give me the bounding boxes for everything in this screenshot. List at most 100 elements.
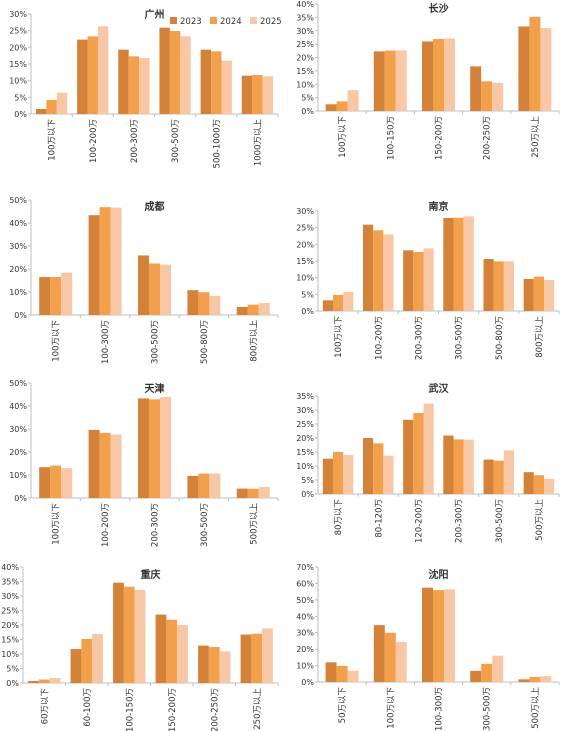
x-tick-label: 200-250万: [483, 116, 493, 160]
x-tick-label: 300-500万: [200, 503, 210, 547]
x-tick-label: 150-200万: [435, 116, 445, 160]
bar-2025: [383, 455, 394, 494]
y-tick-label: 20%: [296, 54, 314, 63]
x-tick-label: 100万以下: [338, 116, 348, 158]
x-tick-label: 100-150万: [125, 688, 135, 731]
bar-2023: [28, 680, 39, 683]
bar-2024: [81, 638, 93, 683]
y-tick-label: 30%: [296, 406, 314, 415]
x-tick-label: 80-120万: [374, 499, 384, 538]
x-tick-label: 100万以下: [52, 503, 62, 545]
y-tick-label: 30%: [296, 27, 314, 36]
y-tick-label: 40%: [9, 402, 27, 411]
bar-2025: [221, 60, 232, 114]
legend: 2023 2024 2025: [170, 17, 282, 27]
y-tick-label: 10%: [1, 650, 19, 659]
bar-2023: [138, 398, 149, 498]
x-tick-label: 300-500万: [495, 499, 505, 543]
x-tick-label: 1000万以上: [253, 119, 263, 167]
bar-2024: [493, 460, 504, 494]
y-tick-label: 5%: [6, 665, 19, 674]
bar-2025: [540, 28, 552, 111]
chart-4: 0% 5% 10% 15% 20% 25% 30% 100万以下 100-200万 200-300…: [296, 200, 560, 360]
bar-2025: [92, 633, 103, 683]
bar-2024: [533, 475, 545, 494]
x-tick-label: 80万以下: [334, 499, 344, 536]
y-tick-label: 35%: [296, 13, 314, 22]
bar-2025: [463, 439, 474, 494]
bar-2024: [198, 473, 210, 498]
legend-swatch-2024: [210, 17, 217, 24]
bar-2025: [423, 403, 434, 494]
bar-2023: [187, 290, 199, 315]
bar-2024: [481, 663, 493, 682]
bar-2024: [208, 647, 220, 683]
bar-2024: [493, 261, 504, 311]
bar-2023: [403, 419, 414, 494]
y-tick-label: 10%: [296, 274, 314, 283]
bar-2024: [336, 101, 348, 111]
bar-2024: [46, 100, 57, 114]
bar-2024: [123, 586, 135, 683]
chart-8: 0% 10% 20% 30% 40% 50% 60% 70% 50万以下 100万以下 100-30…: [296, 563, 560, 731]
bar-2023: [470, 66, 482, 111]
bar-2025: [343, 455, 354, 494]
bar-2023: [70, 649, 82, 683]
x-tick-label: 500-1000万: [212, 119, 222, 168]
y-tick-label: 30%: [9, 10, 27, 19]
y-tick-label: 30%: [9, 242, 27, 251]
y-tick-label: 20%: [9, 448, 27, 457]
bar-2023: [373, 51, 385, 111]
x-tick-label: 100万以下: [386, 687, 396, 729]
bar-2024: [336, 665, 348, 682]
y-tick-label: 15%: [9, 60, 27, 69]
bar-2024: [481, 81, 493, 111]
bar-2024: [533, 276, 545, 311]
bar-2023: [362, 438, 374, 494]
bar-2023: [322, 300, 333, 311]
bar-2025: [61, 272, 73, 315]
y-tick-label: 15%: [296, 448, 314, 457]
y-tick-label: 60%: [296, 579, 314, 588]
bar-2025: [139, 58, 150, 114]
bar-2024: [373, 443, 384, 494]
y-tick-label: 30%: [9, 425, 27, 434]
bar-2024: [453, 217, 464, 311]
bar-2025: [258, 486, 270, 498]
bar-2024: [333, 295, 344, 311]
y-tick-label: 20%: [296, 240, 314, 249]
bar-2025: [110, 207, 122, 315]
x-tick-label: 100-150万: [386, 116, 396, 160]
bar-2025: [423, 248, 434, 311]
bar-2025: [395, 50, 407, 111]
bar-2025: [134, 589, 146, 683]
bar-2025: [503, 450, 515, 494]
y-tick-label: 20%: [296, 434, 314, 443]
y-tick-label: 0%: [14, 311, 27, 320]
x-tick-label: 60-100万: [83, 688, 93, 727]
y-tick-label: 35%: [296, 392, 314, 401]
y-tick-label: 15%: [1, 636, 19, 645]
bar-2024: [38, 679, 50, 683]
bar-2025: [219, 651, 231, 683]
bar-2023: [118, 49, 129, 114]
y-tick-label: 30%: [1, 592, 19, 601]
bar-2024: [251, 633, 263, 683]
bar-2023: [422, 587, 433, 682]
bar-2024: [128, 56, 140, 114]
bar-2024: [529, 676, 541, 682]
y-tick-label: 10%: [296, 80, 314, 89]
x-tick-label: 300-500万: [171, 119, 181, 163]
bar-2025: [503, 261, 515, 311]
y-tick-label: 0%: [6, 679, 19, 688]
x-tick-label: 500万以上: [531, 687, 541, 729]
bar-2024: [50, 465, 62, 498]
y-tick-label: 40%: [296, 0, 314, 9]
bar-2025: [209, 295, 221, 315]
chart-7: 0% 5% 10% 15% 20% 25% 30% 35% 40% 60万以下 60-100万 100…: [1, 563, 279, 731]
bar-2023: [518, 679, 530, 682]
x-tick-label: 50万以下: [338, 687, 348, 724]
y-tick-label: 10%: [9, 471, 27, 480]
bar-2023: [325, 104, 337, 111]
